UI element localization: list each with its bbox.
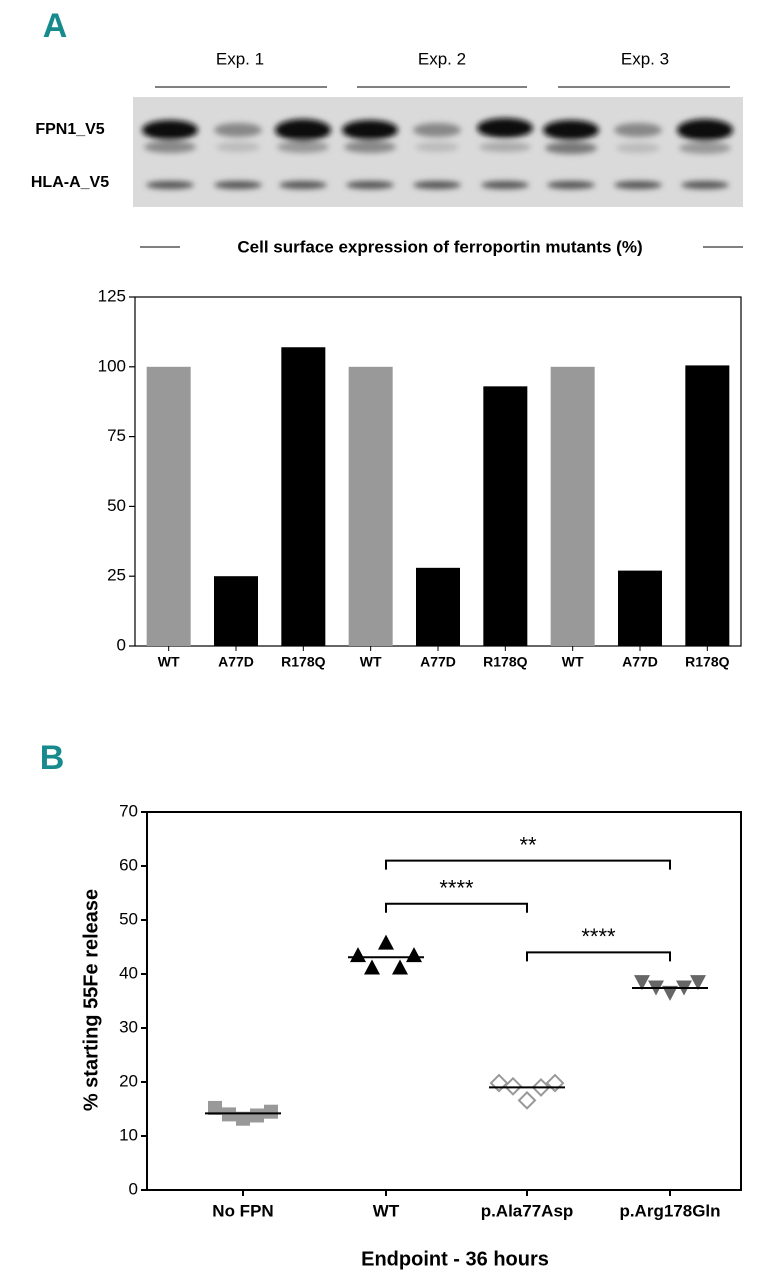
bar: [146, 366, 191, 646]
bar: [618, 570, 662, 646]
x-tick-label: A77D: [420, 654, 456, 670]
x-tick-label: R178Q: [483, 654, 527, 670]
x-tick-label: R178Q: [685, 654, 729, 670]
y-tick-label: 125: [98, 286, 126, 305]
point: [364, 959, 380, 975]
point: [250, 1108, 264, 1123]
x-tick-label: WT: [373, 1201, 400, 1220]
bar: [685, 365, 730, 646]
y-tick-label: 0: [117, 635, 126, 654]
significance-bracket: [385, 859, 671, 870]
y-tick-label: 20: [119, 1071, 138, 1090]
point: [406, 947, 422, 963]
panel-label: B: [40, 739, 65, 777]
plot-frame: [146, 811, 742, 1191]
y-tick-label: 60: [119, 855, 138, 874]
y-tick-label: 30: [119, 1017, 138, 1036]
x-tick-label: WT: [158, 654, 180, 670]
x-tick-label: A77D: [218, 654, 254, 670]
point: [545, 1073, 565, 1093]
significance-label: **: [519, 832, 537, 857]
y-tick-label: 100: [98, 356, 126, 375]
x-tick-label: WT: [562, 654, 584, 670]
blot-background: [133, 97, 743, 207]
y-tick-label: 70: [119, 801, 138, 820]
y-tick-label: 75: [107, 426, 126, 445]
x-axis-label: Endpoint - 36 hours: [361, 1248, 549, 1270]
point: [662, 985, 678, 1001]
point: [503, 1076, 523, 1096]
significance-bracket: [526, 951, 671, 962]
point: [264, 1104, 278, 1119]
blot-row-label: FPN1_V5: [35, 121, 104, 138]
blot-row-label: HLA-A_V5: [31, 174, 109, 191]
y-tick-label: 25: [107, 566, 126, 585]
bar: [348, 366, 393, 646]
point: [236, 1111, 250, 1126]
point: [517, 1090, 537, 1110]
y-tick-label: 50: [119, 909, 138, 928]
panel-label: A: [43, 7, 68, 45]
x-tick-label: p.Arg178Gln: [619, 1201, 720, 1220]
bar: [281, 347, 326, 646]
chart-title: Cell surface expression of ferroportin m…: [237, 237, 642, 256]
x-tick-label: p.Ala77Asp: [481, 1201, 574, 1220]
point: [222, 1107, 236, 1122]
y-axis-label: % starting 55Fe release: [80, 889, 102, 1111]
bar: [483, 386, 528, 646]
point: [350, 947, 366, 963]
x-tick-label: WT: [360, 654, 382, 670]
experiment-label: Exp. 3: [621, 49, 669, 68]
experiment-label: Exp. 1: [216, 49, 264, 68]
blot-bands: [142, 118, 733, 189]
significance-label: ****: [581, 924, 616, 949]
y-tick-label: 10: [119, 1125, 138, 1144]
point: [392, 959, 408, 975]
bar: [550, 366, 595, 646]
western-blot: FPN1_V5 HLA-A_V5 Exp. 1 Exp. 2 Exp. 3: [31, 49, 743, 207]
point: [208, 1100, 222, 1115]
y-tick-label: 40: [119, 963, 138, 982]
y-tick-label: 50: [107, 496, 126, 515]
significance-bracket: [385, 902, 528, 913]
point: [690, 975, 706, 991]
point: [634, 975, 650, 991]
experiment-label: Exp. 2: [418, 49, 466, 68]
x-tick-label: A77D: [622, 654, 658, 670]
x-tick-label: R178Q: [281, 654, 325, 670]
bar: [416, 567, 460, 646]
y-tick-label: 0: [129, 1179, 138, 1198]
bar: [214, 576, 258, 646]
point: [378, 934, 394, 950]
point: [489, 1073, 509, 1093]
x-tick-label: No FPN: [212, 1201, 273, 1220]
significance-label: ****: [439, 876, 474, 901]
